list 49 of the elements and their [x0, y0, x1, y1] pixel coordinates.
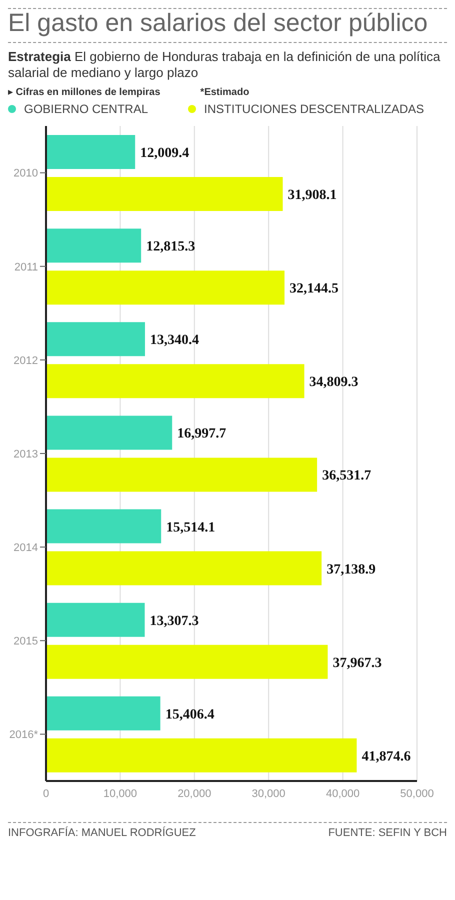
bar	[46, 364, 304, 398]
data-label: 15,406.4	[165, 707, 214, 722]
data-label: 34,809.3	[309, 375, 358, 390]
y-tick-label: 2010	[14, 168, 38, 180]
data-label: 37,967.3	[332, 656, 382, 671]
y-tick-label: 2014	[14, 542, 38, 554]
data-label: 37,138.9	[326, 562, 376, 578]
bar	[46, 602, 145, 637]
data-label: 12,009.4	[140, 146, 190, 161]
x-tick-label: 40,000	[326, 788, 360, 800]
data-label: 13,340.4	[150, 333, 199, 348]
data-label: 12,815.3	[146, 240, 196, 255]
bar	[46, 322, 145, 356]
y-tick-label: 2015	[14, 636, 38, 648]
text: ▸ Cifras en millones de lempiras	[8, 87, 160, 98]
x-tick-label: 20,000	[178, 788, 212, 800]
y-tick-label: 2016*	[9, 729, 39, 742]
data-label: 32,144.5	[290, 282, 339, 297]
x-tick-label: 0	[42, 788, 50, 800]
bar	[46, 738, 357, 772]
y-tick-label: 2013	[14, 448, 38, 460]
data-label: 15,514.1	[166, 520, 216, 536]
text: *Estimado	[200, 87, 250, 98]
data-label: 13,307.3	[150, 614, 199, 629]
bar	[46, 135, 136, 169]
data-label: 31,908.1	[288, 188, 337, 203]
bar	[46, 270, 285, 305]
x-tick-label: 50,000	[400, 788, 434, 800]
bar	[46, 228, 142, 263]
data-label: 16,997.7	[177, 426, 226, 442]
chart-subtitle: Estrategia El gobierno de Honduras trabaja en la definición de una política salarial de mediano y largo plazo	[8, 49, 442, 81]
data-label: 36,531.7	[322, 468, 372, 484]
bar	[46, 416, 172, 450]
data-label: 41,874.6	[362, 749, 411, 764]
text: INFOGRAFÍA: MANUEL RODRÍGUEZ	[8, 827, 196, 839]
bar	[46, 509, 162, 544]
bar	[46, 458, 318, 492]
y-tick-label: 2011	[14, 261, 38, 274]
x-tick-label: 30,000	[252, 788, 286, 800]
bar	[46, 696, 160, 730]
source-note: FUENTE: SEFIN Y BCH	[328, 827, 447, 839]
bar	[46, 644, 328, 679]
y-tick-label: 2012	[14, 354, 38, 367]
chart-title: El gasto en salarios del sector público	[8, 8, 447, 43]
legend-label: GOBIERNO CENTRAL	[23, 102, 148, 116]
bar	[46, 177, 283, 211]
bar	[46, 551, 322, 586]
legend-label: INSTITUCIONES DESCENTRALIZADAS	[203, 102, 424, 116]
x-tick-label: 10,000	[103, 788, 138, 800]
